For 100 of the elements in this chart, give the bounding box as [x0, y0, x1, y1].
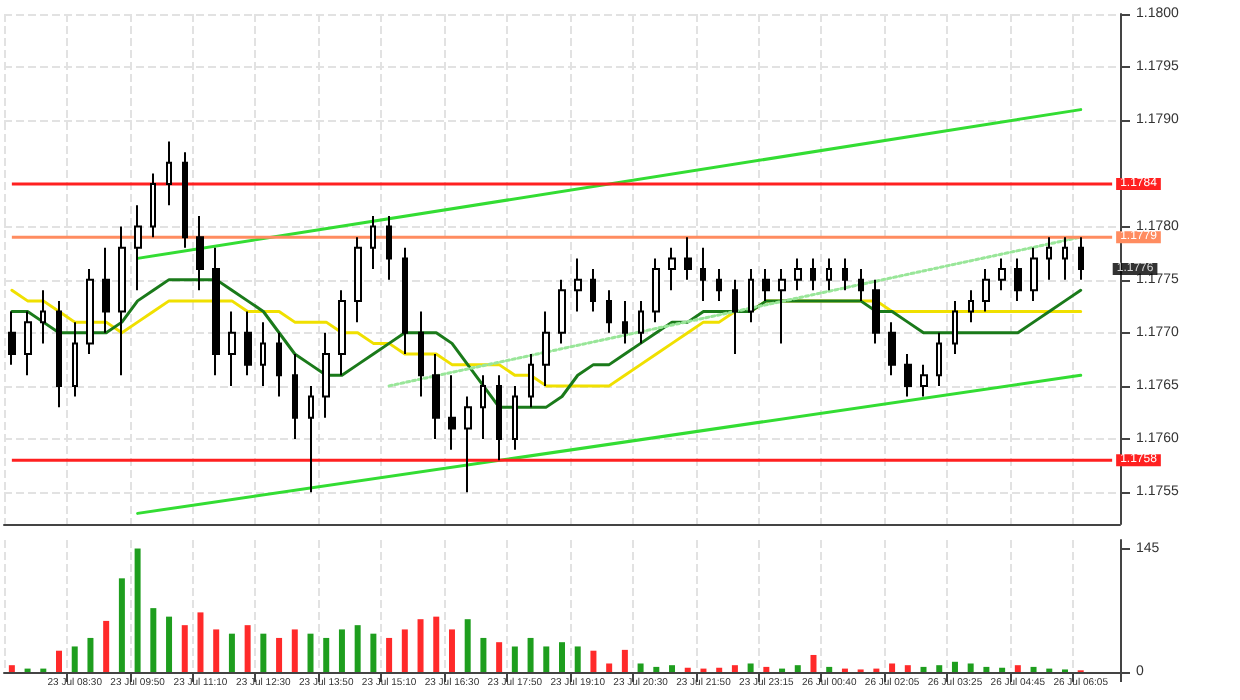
candlestick: [292, 353, 298, 440]
candlestick: [386, 214, 392, 281]
bar: [826, 666, 833, 672]
bar: [134, 548, 141, 672]
bar: [889, 663, 896, 672]
bar: [653, 666, 660, 672]
bar: [606, 663, 613, 672]
bar: [637, 663, 644, 672]
candlestick: [244, 310, 252, 377]
candlestick: [826, 257, 832, 292]
bar: [574, 646, 581, 672]
candlestick: [968, 289, 974, 324]
bar: [936, 665, 943, 672]
bar: [464, 619, 471, 672]
candlestick: [118, 225, 126, 377]
candlestick: [402, 246, 408, 355]
bar: [448, 629, 455, 672]
candlestick: [794, 257, 802, 292]
bar: [386, 637, 393, 672]
bar: [543, 646, 550, 672]
candlestick: [1062, 236, 1068, 281]
candlestick: [1078, 236, 1084, 281]
candlestick: [24, 310, 32, 377]
candlestick: [354, 236, 362, 324]
bar: [276, 637, 283, 672]
bar: [401, 629, 408, 672]
candlestick: [308, 384, 314, 494]
bar: [433, 616, 440, 672]
bar: [307, 633, 314, 672]
candlestick: [56, 299, 62, 409]
bar: [213, 629, 220, 672]
candlestick: [1046, 236, 1052, 281]
bar: [291, 629, 298, 672]
candlestick: [952, 299, 958, 355]
candlestick: [102, 246, 110, 334]
candlestick: [528, 353, 534, 409]
bar: [71, 646, 78, 672]
candlestick: [590, 268, 596, 313]
candlestick: [762, 268, 770, 302]
candlestick: [574, 257, 582, 313]
bar: [527, 637, 534, 672]
candlestick: [480, 374, 486, 440]
bar: [669, 665, 676, 672]
candlestick: [936, 331, 942, 387]
candlestick: [72, 321, 78, 398]
candlestick: [622, 299, 628, 345]
candlestick: [370, 214, 376, 270]
bar: [904, 665, 911, 672]
bar: [951, 661, 958, 672]
bar: [87, 637, 94, 672]
bar: [338, 629, 345, 672]
bar: [731, 665, 738, 672]
bar: [983, 666, 990, 672]
bar: [118, 578, 125, 672]
candlestick: [652, 257, 660, 324]
bar: [920, 666, 927, 672]
candlestick: [558, 278, 566, 345]
candlestick: [684, 236, 692, 281]
bar: [260, 633, 267, 672]
candlestick: [606, 289, 612, 334]
bar: [559, 642, 565, 672]
bar: [370, 633, 377, 672]
bar: [354, 625, 361, 672]
candlestick: [748, 268, 754, 324]
candlestick: [228, 310, 236, 387]
candlestick: [40, 289, 46, 345]
bar: [621, 649, 628, 672]
candlestick: [668, 246, 676, 292]
line-series: [10, 278, 1083, 409]
candlestick: [982, 268, 990, 313]
candlestick: [276, 331, 282, 398]
candlestick: [842, 257, 848, 292]
candlestick: [150, 172, 156, 239]
candlestick: [8, 310, 16, 366]
candlestick: [166, 140, 172, 207]
bar: [103, 620, 110, 672]
candlestick: [512, 384, 518, 451]
candlestick: [872, 278, 880, 345]
bar: [480, 637, 487, 672]
bar: [1030, 666, 1037, 672]
bar: [166, 616, 173, 672]
bar: [590, 650, 597, 672]
bar: [244, 625, 251, 672]
candlestick: [196, 214, 204, 292]
candlestick: [338, 289, 346, 377]
bar: [810, 654, 817, 672]
bar: [747, 663, 754, 672]
bar: [323, 637, 330, 672]
candlestick: [888, 321, 896, 377]
candlestick: [904, 353, 912, 398]
bar: [8, 665, 15, 672]
bar: [417, 619, 424, 672]
candlestick: [496, 374, 502, 462]
candlestick: [920, 363, 928, 398]
candlestick: [732, 278, 738, 355]
bar: [197, 612, 204, 672]
bar: [511, 646, 518, 672]
candlestick: [448, 374, 456, 451]
candlestick: [464, 395, 472, 494]
bar: [763, 666, 770, 672]
